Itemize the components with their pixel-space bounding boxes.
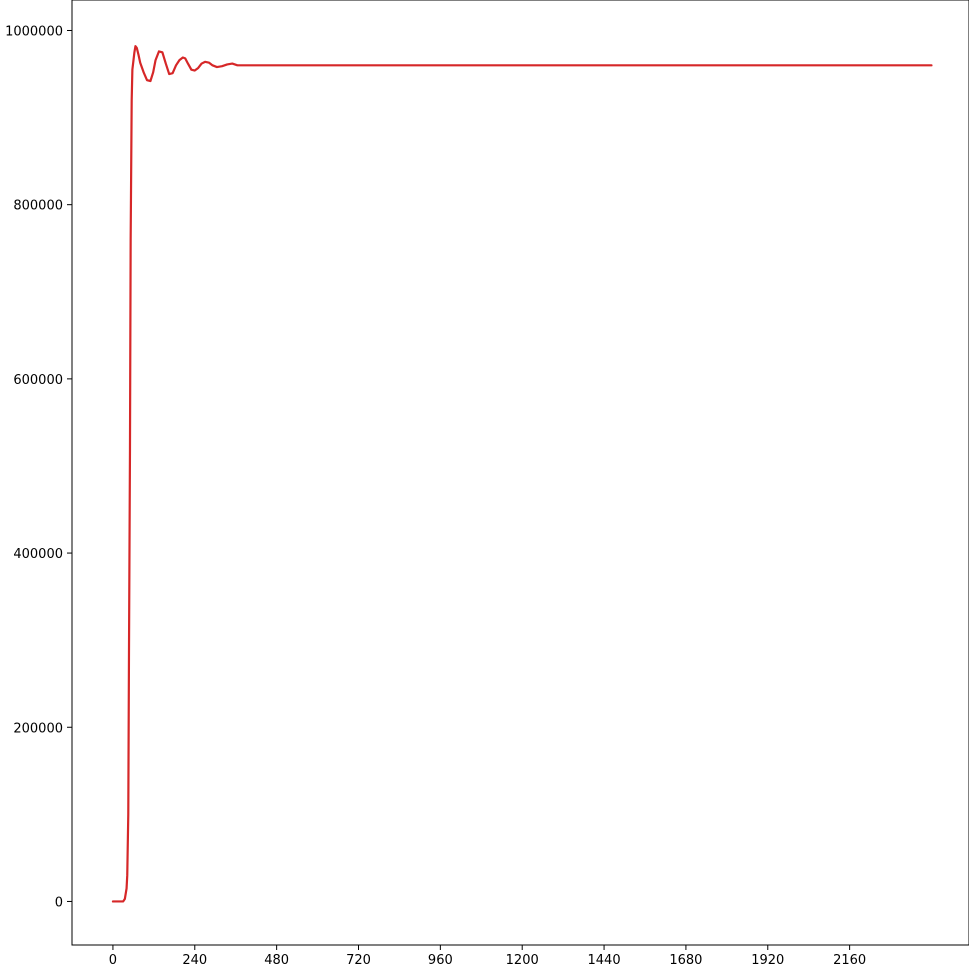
x-tick-label: 1920 bbox=[751, 953, 784, 968]
x-tick-label: 0 bbox=[109, 953, 117, 968]
x-tick-label: 720 bbox=[346, 953, 371, 968]
x-tick-label: 1440 bbox=[588, 953, 621, 968]
y-tick-label: 0 bbox=[55, 895, 63, 910]
plot-area bbox=[71, 0, 969, 946]
series-layer bbox=[111, 45, 933, 903]
x-tick-label: 240 bbox=[182, 953, 207, 968]
y-tick-label: 1000000 bbox=[5, 24, 63, 39]
y-tick-label: 200000 bbox=[13, 721, 63, 736]
x-tick-label: 1680 bbox=[669, 953, 702, 968]
y-tick-label: 800000 bbox=[13, 199, 63, 214]
y-axis-ticks: 0 200000 400000 600000 800000 1000000 bbox=[5, 24, 72, 910]
series-line bbox=[111, 45, 933, 903]
x-tick-label: 2160 bbox=[833, 953, 866, 968]
y-tick-label: 600000 bbox=[13, 373, 63, 388]
x-axis-ticks: 0 240 480 720 960 1200 1440 1680 1920 2160 bbox=[109, 945, 866, 968]
x-tick-label: 1200 bbox=[506, 953, 539, 968]
y-tick-label: 400000 bbox=[13, 547, 63, 562]
x-tick-label: 960 bbox=[428, 953, 453, 968]
x-tick-label: 480 bbox=[264, 953, 289, 968]
